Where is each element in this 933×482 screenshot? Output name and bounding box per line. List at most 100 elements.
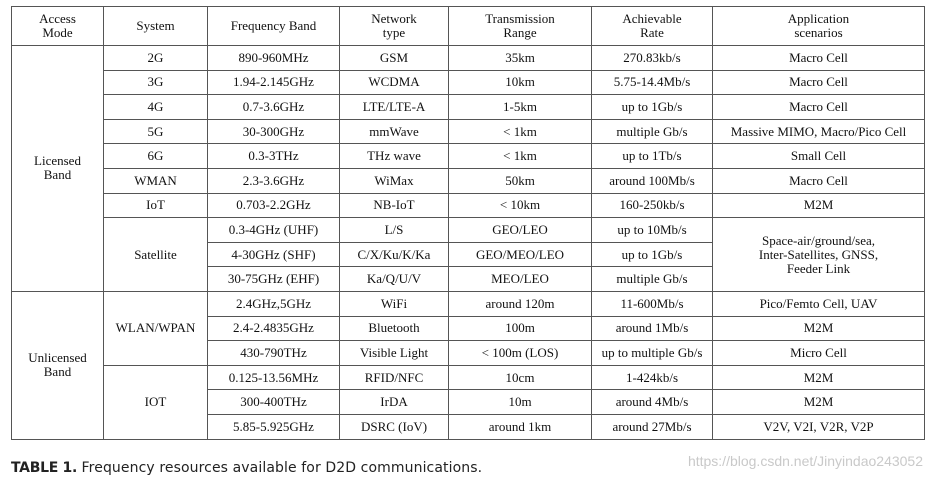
cell-scenario: Macro Cell <box>712 45 925 71</box>
cell-rate: around 4Mb/s <box>591 389 713 415</box>
cell-range: GEO/LEO <box>448 217 592 243</box>
cell-rate: multiple Gb/s <box>591 118 713 145</box>
cell-rate: 1-424kb/s <box>591 364 713 391</box>
cell-network: C/X/Ku/K/Ka <box>339 241 449 268</box>
table-row: Licensed Band 2G 890-960MHz GSM 35km 270.… <box>11 45 925 292</box>
cell-network: L/S <box>339 217 449 243</box>
cell-scenario-satellite: Space-air/ground/sea, Inter-Satellites, G… <box>712 217 925 292</box>
cell-system: 2G <box>103 45 208 71</box>
cell-rate: 11-600Mb/s <box>591 290 713 317</box>
cell-scenario: Small Cell <box>712 143 925 169</box>
table-row: 30-75GHz (EHF) Ka/Q/U/V MEO/LEO multiple… <box>12 266 925 292</box>
cell-system: WMAN <box>103 167 208 194</box>
caption-label: TABLE 1. <box>11 460 77 476</box>
cell-range: GEO/MEO/LEO <box>448 241 592 268</box>
cell-network: NB-IoT <box>339 192 449 219</box>
cell-range: MEO/LEO <box>448 266 592 292</box>
cell-system: 4G <box>103 94 208 120</box>
header-application-scenarios: Application scenarios <box>712 6 925 46</box>
header-transmission-range: Transmission Range <box>448 6 592 46</box>
frequency-resources-table: Access Mode System Frequency Band Network… <box>11 6 925 440</box>
cell-system-wlan: WLAN/WPAN <box>103 290 208 366</box>
cell-network: Bluetooth <box>339 315 449 342</box>
cell-band: 2.4-2.4835GHz <box>207 315 340 342</box>
cell-network: Visible Light <box>339 340 449 366</box>
cell-scenario: M2M <box>712 192 925 219</box>
group-licensed-band: Licensed Band <box>11 45 104 292</box>
cell-rate: multiple Gb/s <box>591 266 713 292</box>
cell-range: 10m <box>448 389 592 415</box>
cell-network: RFID/NFC <box>339 364 449 391</box>
cell-range: < 10km <box>448 192 592 219</box>
cell-band: 2.4GHz,5GHz <box>207 290 340 317</box>
cell-network: GSM <box>339 45 449 71</box>
cell-band: 30-300GHz <box>207 118 340 145</box>
cell-range: < 1km <box>448 143 592 169</box>
cell-range: < 100m (LOS) <box>448 340 592 366</box>
cell-band: 0.3-3THz <box>207 143 340 169</box>
cell-rate: around 27Mb/s <box>591 413 713 440</box>
cell-range: 10cm <box>448 364 592 391</box>
cell-network: mmWave <box>339 118 449 145</box>
table-row: 4G 0.7-3.6GHz LTE/LTE-A 1-5km up to 1Gb/… <box>12 94 925 120</box>
table-caption: TABLE 1. Frequency resources available f… <box>11 460 482 476</box>
cell-network: IrDA <box>339 389 449 415</box>
cell-network: Ka/Q/U/V <box>339 266 449 292</box>
cell-system: 3G <box>103 69 208 96</box>
cell-system: 5G <box>103 118 208 145</box>
header-system: System <box>103 6 208 46</box>
cell-scenario: M2M <box>712 364 925 391</box>
cell-rate: 270.83kb/s <box>591 45 713 71</box>
cell-rate: up to 1Gb/s <box>591 241 713 268</box>
cell-band: 0.703-2.2GHz <box>207 192 340 219</box>
cell-network: WCDMA <box>339 69 449 96</box>
cell-rate: up to multiple Gb/s <box>591 340 713 366</box>
cell-band: 30-75GHz (EHF) <box>207 266 340 292</box>
cell-system-iot: IOT <box>103 364 208 440</box>
header-frequency-band: Frequency Band <box>207 6 340 46</box>
cell-scenario: M2M <box>712 389 925 415</box>
table-row: Unlicensed Band WLAN/WPAN 2.4GHz,5GHz WiF… <box>11 290 925 440</box>
cell-band: 430-790THz <box>207 340 340 366</box>
cell-network: THz wave <box>339 143 449 169</box>
table-row: 4-30GHz (SHF) C/X/Ku/K/Ka GEO/MEO/LEO up… <box>12 241 925 268</box>
table-row: 300-400THz IrDA 10m around 4Mb/s M2M <box>12 389 925 415</box>
group-unlicensed-band: Unlicensed Band <box>11 290 104 440</box>
cell-network: WiFi <box>339 290 449 317</box>
cell-rate: up to 10Mb/s <box>591 217 713 243</box>
table-row: 430-790THz Visible Light < 100m (LOS) up… <box>12 340 925 366</box>
table-row: IOT 0.125-13.56MHz RFID/NFC 10cm 1-424kb… <box>12 364 925 440</box>
cell-scenario: Macro Cell <box>712 167 925 194</box>
cell-range: 1-5km <box>448 94 592 120</box>
table-row: 5.85-5.925GHz DSRC (IoV) around 1km arou… <box>12 413 925 440</box>
cell-scenario: Pico/Femto Cell, UAV <box>712 290 925 317</box>
cell-scenario: V2V, V2I, V2R, V2P <box>712 413 925 440</box>
cell-system: 6G <box>103 143 208 169</box>
cell-rate: around 1Mb/s <box>591 315 713 342</box>
cell-band: 0.7-3.6GHz <box>207 94 340 120</box>
table-container: Access Mode System Frequency Band Network… <box>11 6 925 440</box>
cell-system: IoT <box>103 192 208 219</box>
cell-band: 5.85-5.925GHz <box>207 413 340 440</box>
table-row: Satellite 0.3-4GHz (UHF) L/S GEO/LEO up … <box>12 217 925 292</box>
cell-range: around 1km <box>448 413 592 440</box>
cell-network: WiMax <box>339 167 449 194</box>
cell-range: around 120m <box>448 290 592 317</box>
cell-scenario: M2M <box>712 315 925 342</box>
header-network-type: Network type <box>339 6 449 46</box>
table-row: IoT 0.703-2.2GHz NB-IoT < 10km 160-250kb… <box>12 192 925 219</box>
cell-range: 10km <box>448 69 592 96</box>
cell-rate: up to 1Tb/s <box>591 143 713 169</box>
table-row: 6G 0.3-3THz THz wave < 1km up to 1Tb/s S… <box>12 143 925 169</box>
cell-scenario: Macro Cell <box>712 94 925 120</box>
cell-rate: around 100Mb/s <box>591 167 713 194</box>
cell-range: 100m <box>448 315 592 342</box>
cell-band: 2.3-3.6GHz <box>207 167 340 194</box>
cell-rate: up to 1Gb/s <box>591 94 713 120</box>
cell-band: 0.3-4GHz (UHF) <box>207 217 340 243</box>
cell-rate: 5.75-14.4Mb/s <box>591 69 713 96</box>
cell-network: DSRC (IoV) <box>339 413 449 440</box>
table-row: 3G 1.94-2.145GHz WCDMA 10km 5.75-14.4Mb/… <box>12 69 925 96</box>
watermark: https://blog.csdn.net/Jinyindao243052 <box>687 453 923 469</box>
cell-scenario: Macro Cell <box>712 69 925 96</box>
